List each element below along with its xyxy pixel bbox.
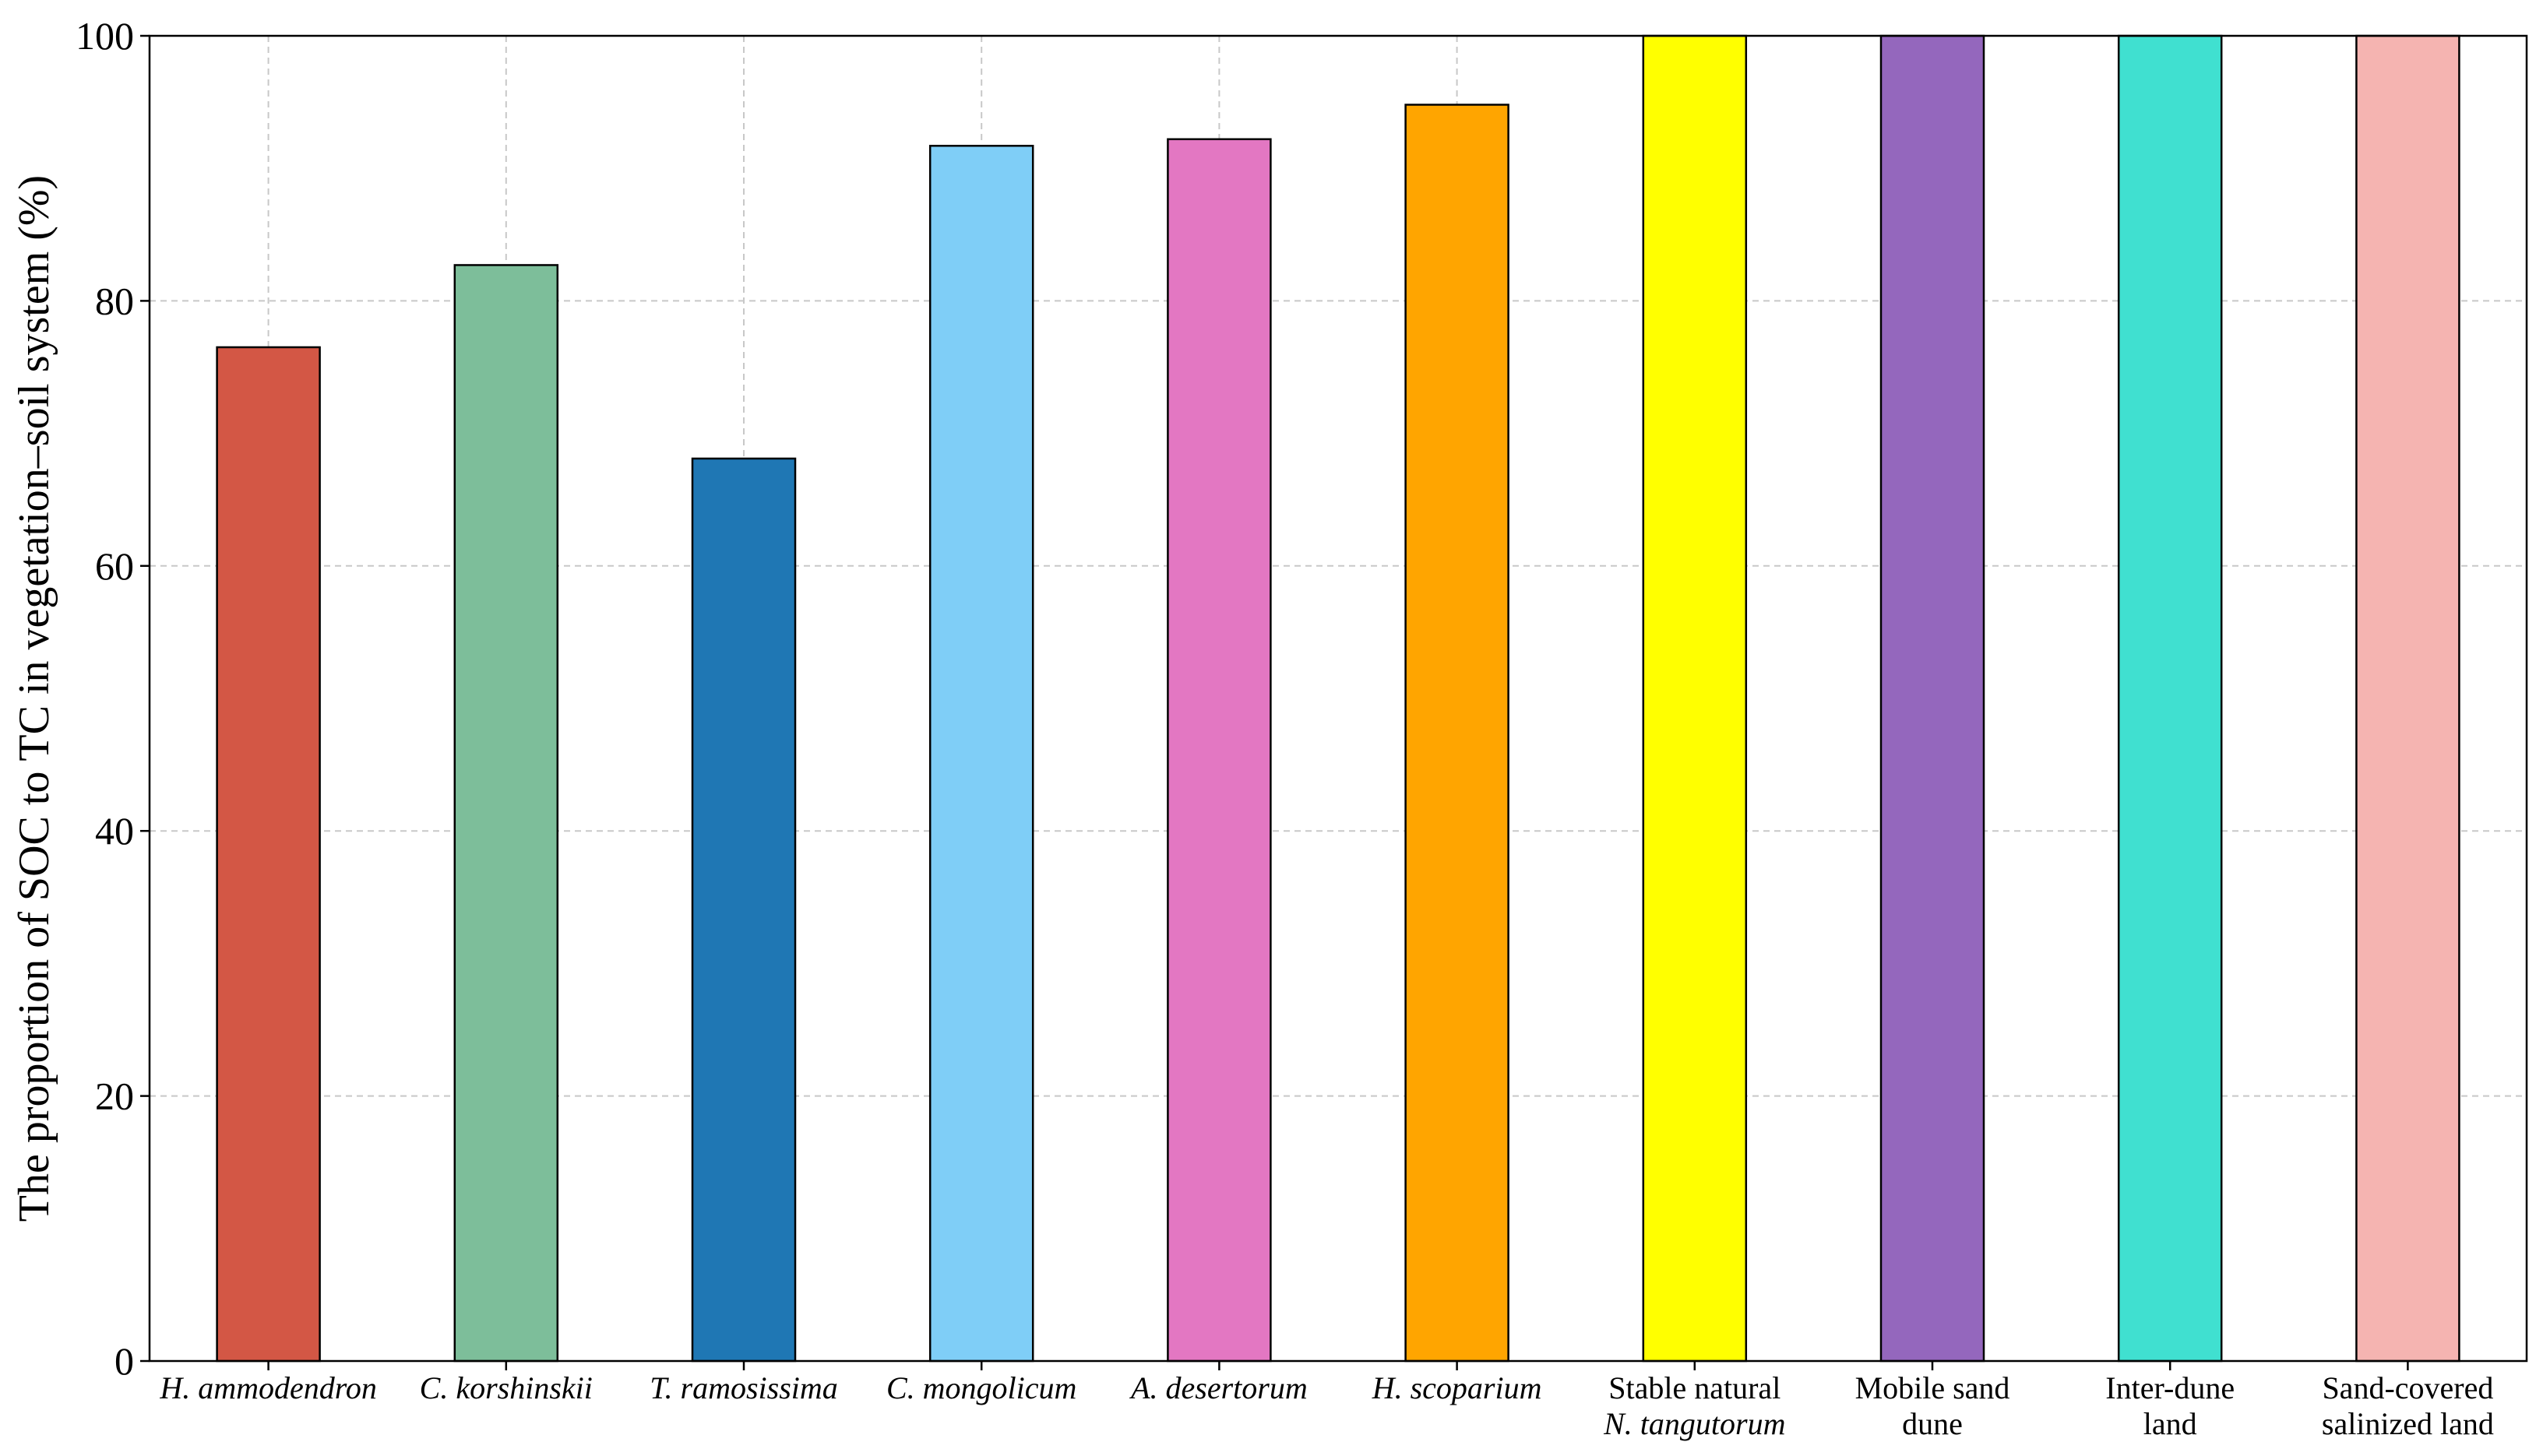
bar-10: [2355, 34, 2460, 1363]
y-axis-ticks: 0 20 40 60 80 100: [76, 14, 2409, 1383]
bar-6: [1404, 104, 1509, 1363]
y-axis-label: The proportion of SOC to TC in vegetatio…: [10, 175, 58, 1222]
x-category-label: Mobile sand: [1855, 1370, 2010, 1405]
bar-3: [691, 457, 797, 1363]
x-category-label: N. tangutorum: [1603, 1406, 1785, 1441]
x-category-label: C. korshinskii: [420, 1370, 593, 1405]
y-tick-label: 0: [114, 1339, 134, 1383]
bar-7: [1642, 34, 1748, 1363]
x-category-label: Sand-covered: [2322, 1370, 2493, 1405]
plot-frame: [148, 34, 2528, 1363]
x-axis-labels: H. ammodendron C. korshinskii T. ramosissi…: [159, 1370, 2494, 1441]
x-category-label: Inter-dune: [2105, 1370, 2235, 1405]
x-category-label: C. mongolicum: [886, 1370, 1076, 1405]
bar-1: [216, 346, 321, 1363]
x-category-label: H. ammodendron: [159, 1370, 377, 1405]
x-category-label: T. ramosissima: [650, 1370, 838, 1405]
bar-9: [2117, 34, 2223, 1363]
y-tick-label: 40: [95, 809, 134, 853]
x-category-label: salinized land: [2322, 1406, 2494, 1441]
y-tick-label: 80: [95, 279, 134, 322]
bar-5: [1167, 138, 1272, 1363]
x-category-label: Stable natural: [1608, 1370, 1780, 1405]
bar-4: [928, 145, 1034, 1363]
y-tick-label: 20: [95, 1074, 134, 1118]
x-category-label: land: [2143, 1406, 2197, 1441]
bar-8: [1879, 34, 1985, 1363]
bar-2: [453, 264, 559, 1363]
y-tick-label: 60: [95, 544, 134, 588]
x-category-label: dune: [1902, 1406, 1963, 1441]
bars: [216, 34, 2460, 1363]
x-category-label: H. scoparium: [1372, 1370, 1542, 1405]
y-tick-label: 100: [76, 14, 134, 58]
x-category-label: A. desertorum: [1129, 1370, 1308, 1405]
